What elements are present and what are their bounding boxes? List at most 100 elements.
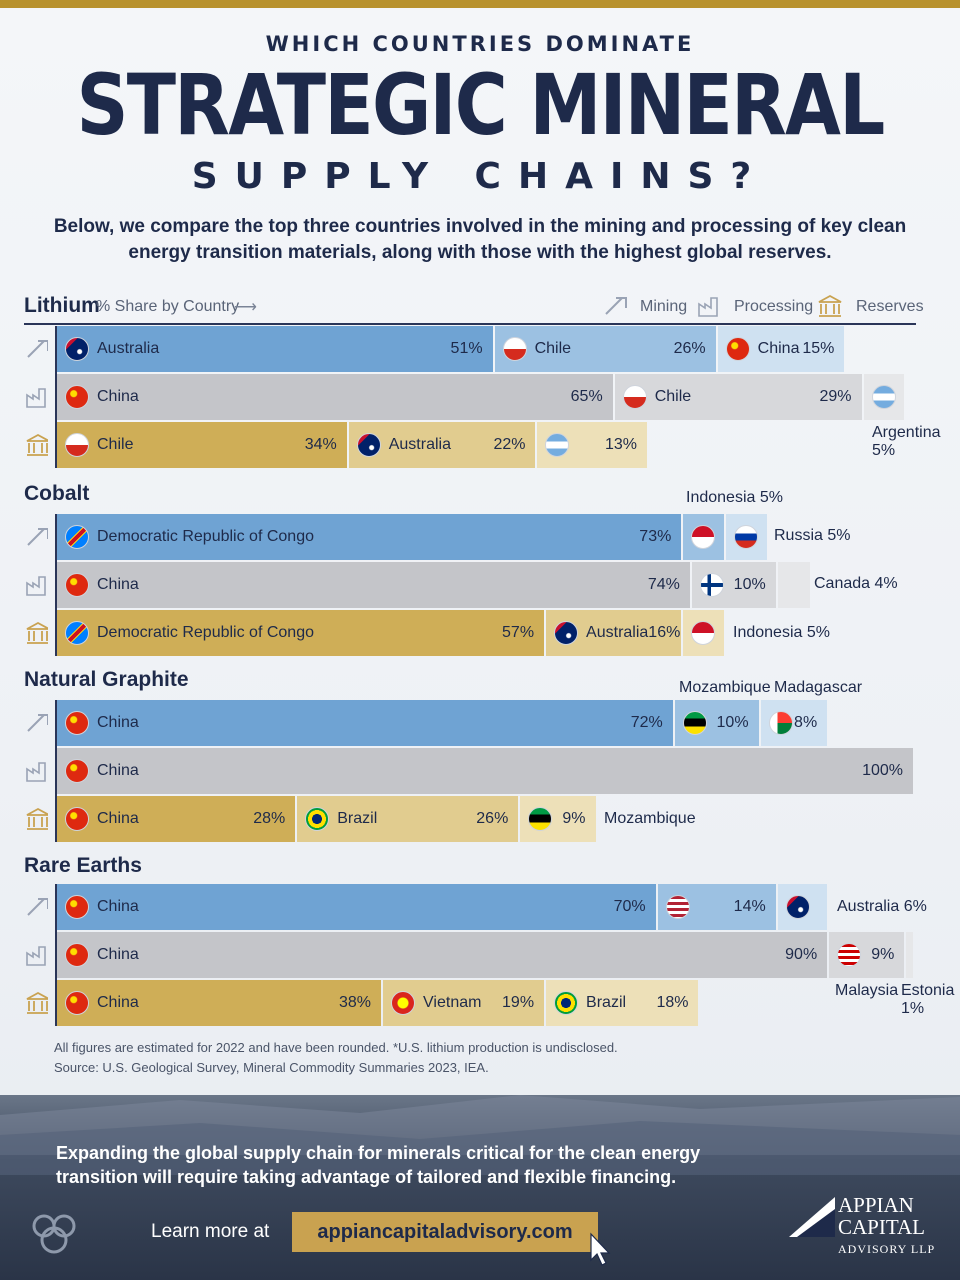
bar-lithium-processing-chile: Chile 29% — [614, 374, 862, 420]
flag-australia-icon — [554, 621, 579, 645]
bar-value-label: 90% — [785, 946, 818, 963]
flag-china-icon — [65, 711, 89, 735]
outside-country-label: Russia 5% — [774, 527, 850, 545]
bank-icon — [26, 807, 48, 830]
bar-value-label: 100% — [862, 762, 903, 779]
footnote: All figures are estimated for 2022 and h… — [54, 1040, 618, 1055]
flag-brazil-icon — [554, 991, 579, 1015]
bar-value-label: 74% — [647, 576, 680, 593]
outside-country-name: Argentina — [872, 424, 941, 441]
bar-cobalt-processing-china: China 74% — [57, 562, 690, 608]
bar-rare-earths-processing-malaysia: 9% — [829, 932, 905, 978]
landscape-graphic — [0, 1095, 960, 1175]
section-axis-line — [55, 884, 57, 1026]
appian-logo: APPIAN CAPITAL ADVISORY LLP — [838, 1194, 935, 1260]
logo-line-1: APPIAN — [838, 1193, 914, 1217]
legend-reserves: Reserves — [856, 298, 924, 315]
bar-value-label: 9% — [562, 810, 586, 827]
bar-country-label: Chile — [654, 388, 692, 405]
flag-australia-icon — [785, 895, 810, 919]
bank-icon — [26, 621, 48, 644]
bar-country-label: China — [97, 946, 139, 963]
flag-indonesia-icon — [691, 621, 716, 645]
bar-cobalt-mining-russia — [726, 514, 768, 560]
legend-processing: Processing — [734, 298, 814, 315]
bar-cobalt-reserves-indonesia — [683, 610, 725, 656]
flag-madagascar-icon — [768, 711, 793, 735]
flag-mozambique-icon — [682, 711, 707, 735]
bar-value-label: 70% — [613, 898, 646, 915]
bar-cobalt-reserves-democratic-republic-of-congo: Democratic Republic of Congo 57% — [57, 610, 545, 656]
flag-u-s-icon — [665, 895, 690, 919]
bar-value-label: 57% — [502, 624, 535, 641]
flag-china-icon — [65, 385, 89, 409]
outside-country-label: Mozambique — [604, 810, 696, 827]
cursor-icon — [590, 1232, 611, 1266]
bar-country-label: Democratic Republic of Congo — [97, 528, 314, 545]
bar-value-label: 29% — [819, 388, 852, 405]
bar-value-label: 19% — [502, 994, 535, 1011]
factory-icon — [26, 762, 46, 782]
flag-democratic-republic-of-congo-icon — [65, 525, 89, 549]
outside-value: 1% — [901, 1000, 925, 1017]
bar-value-label: 28% — [253, 810, 286, 827]
section-axis-line — [55, 700, 57, 842]
section-title-cobalt: Cobalt — [24, 482, 90, 505]
bar-value-label: 8% — [794, 714, 818, 731]
bar-lithium-processing-argentina — [863, 374, 905, 420]
website-link[interactable]: appiancapitaladvisory.com — [292, 1212, 598, 1252]
outside-country-label: Madagascar — [774, 679, 863, 696]
bar-value-label: 22% — [493, 436, 526, 453]
bar-cobalt-mining-indonesia — [683, 514, 725, 560]
bar-lithium-mining-china: China 15% — [717, 326, 845, 372]
legend: Lithium % Share by Country ⟶ Mining Proc… — [24, 292, 924, 325]
flag-mozambique-icon — [528, 807, 553, 831]
bar-value-label: 51% — [450, 340, 483, 357]
outside-country-label: Canada 4% — [814, 575, 898, 593]
bar-natural-graphite-reserves-mozambique: 9% — [520, 796, 596, 842]
flag-argentina-icon — [871, 385, 896, 409]
legend-subtitle: % Share by Country — [96, 298, 240, 315]
bar-value-label: 18% — [656, 994, 689, 1011]
outside-country-label: Argentina 5% — [872, 424, 941, 460]
bar-value-label: 9% — [871, 946, 895, 963]
bar-value-label: 10% — [733, 576, 766, 593]
flag-china-icon — [65, 991, 89, 1015]
flag-chile-icon — [502, 337, 527, 361]
bar-value-label: 73% — [639, 528, 672, 545]
bar-lithium-processing-china: China 65% — [57, 374, 613, 420]
section-axis-line — [55, 514, 57, 656]
bar-rare-earths-mining-australia — [777, 884, 828, 930]
pickaxe-icon — [605, 297, 627, 315]
flag-argentina-icon — [545, 433, 570, 457]
bar-natural-graphite-mining-madagascar: 8% — [760, 700, 828, 746]
logo-line-3: ADVISORY LLP — [838, 1242, 936, 1256]
appian-logo-icon — [789, 1197, 835, 1237]
outside-country-label: Australia 6% — [837, 898, 927, 916]
bar-country-label: China — [97, 810, 139, 827]
kicker-text: WHICH COUNTRIES DOMINATE — [265, 32, 695, 56]
bar-country-label: Australia — [97, 340, 160, 357]
outside-country-label: Mozambique — [679, 679, 771, 696]
pickaxe-icon — [27, 528, 48, 546]
bar-country-label: Brazil — [586, 994, 627, 1011]
bar-country-label: Vietnam — [423, 994, 482, 1011]
bar-lithium-reserves-chile: Chile 34% — [57, 422, 347, 468]
outside-country-name: Indonesia — [686, 489, 756, 506]
bar-country-label: China — [97, 576, 139, 593]
flag-china-icon — [65, 759, 89, 783]
pickaxe-icon — [27, 714, 48, 732]
bar-country-label: China — [97, 762, 139, 779]
flag-chile-icon — [622, 385, 647, 409]
flag-china-icon — [65, 895, 89, 919]
flag-chile-icon — [65, 433, 89, 457]
bar-value-label: 65% — [570, 388, 603, 405]
bar-rare-earths-reserves-china: China 38% — [57, 980, 382, 1026]
outside-value: 5% — [872, 442, 896, 459]
flag-finland-icon — [699, 573, 724, 597]
outside-country-name: Estonia — [901, 982, 955, 999]
cta-text: Expanding the global supply chain for mi… — [56, 1143, 701, 1187]
bar-lithium-reserves-australia: Australia 22% — [348, 422, 536, 468]
bar-rare-earths-mining-u-s: 14% — [657, 884, 776, 930]
bar-country-label: Brazil — [337, 810, 378, 827]
